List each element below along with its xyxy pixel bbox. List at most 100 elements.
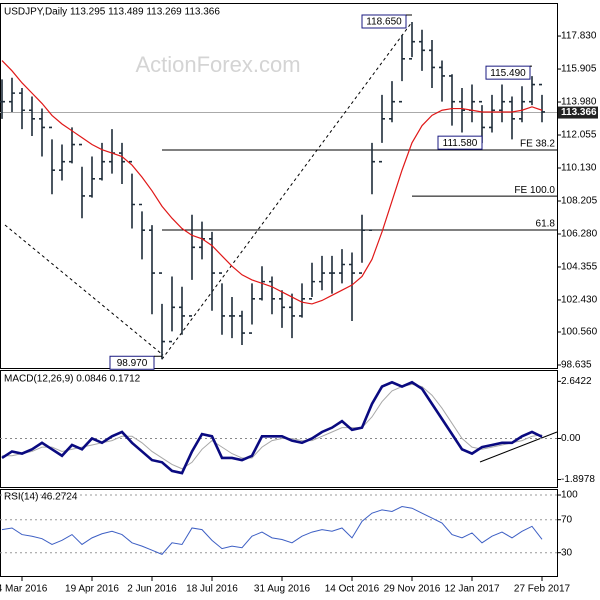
ohlc-bar (0, 79, 5, 119)
ohlc-bar (29, 96, 35, 136)
annotation-label: 118.650 (366, 17, 402, 28)
y-tick-label: 0.00 (561, 433, 581, 444)
ohlc-bar (139, 203, 145, 260)
price-panel (0, 3, 558, 369)
ohlc-bar (189, 214, 195, 317)
ohlc-bar (539, 83, 545, 123)
annotation-label: 115.490 (490, 68, 526, 79)
ohlc-bar (309, 262, 315, 300)
trend-line (4, 224, 164, 356)
level-label: FE 100.0 (514, 185, 555, 196)
y-tick-label: 112.055 (561, 130, 597, 141)
ohlc-bar (239, 310, 245, 346)
x-tick-label: 19 Apr 2016 (65, 584, 119, 595)
ohlc-bar (399, 34, 405, 103)
y-tick-label: 30 (561, 547, 573, 558)
y-tick-label: -1.8978 (561, 474, 595, 485)
ohlc-bar (419, 29, 425, 71)
x-tick-label: 2 Jun 2016 (127, 584, 177, 595)
y-tick-label: 108.205 (561, 196, 598, 207)
ohlc-bar (379, 94, 385, 163)
x-tick-label: 18 Jul 2016 (186, 584, 238, 595)
rsi-title: RSI(14) 46.2724 (4, 492, 78, 503)
last-price-tag (558, 106, 598, 119)
ohlc-bar (119, 142, 125, 184)
ohlc-bar (19, 87, 25, 130)
ohlc-bar (249, 283, 255, 334)
ohlc-bar (499, 84, 505, 123)
macd-line (1, 380, 543, 475)
annotation-box (109, 355, 155, 370)
annotation-label: 111.580 (443, 138, 478, 149)
y-tick-label: 117.830 (561, 31, 597, 42)
x-tick-label: 12 Jan 2017 (444, 584, 499, 595)
ohlc-bar (69, 127, 75, 164)
ohlc-bar (299, 283, 305, 318)
ohlc-bar (459, 87, 465, 133)
signal-line (2, 383, 543, 470)
y-tick-label: 106.280 (561, 229, 598, 240)
ohlc-bar (519, 86, 525, 123)
ohlc-bar (129, 160, 135, 229)
y-tick-label: 70 (561, 514, 573, 525)
ohlc-bar (49, 126, 55, 195)
chart-title: USDJPY,Daily 113.295 113.489 113.269 113… (4, 7, 220, 18)
ohlc-bar (509, 96, 515, 140)
x-tick-label: 31 Aug 2016 (254, 584, 311, 595)
ohlc-bar (9, 77, 15, 112)
ohlc-bar (219, 272, 225, 335)
macd-panel (0, 370, 558, 488)
swing-line (161, 21, 413, 360)
annotation-box (361, 14, 407, 29)
ohlc-bar (179, 286, 185, 335)
ohlc-bar (369, 142, 375, 232)
ohlc-bar (39, 108, 45, 157)
ohlc-bar (289, 293, 295, 339)
x-tick-label: 14 Oct 2016 (325, 584, 380, 595)
ohlc-bar (429, 39, 435, 88)
ohlc-bar (409, 21, 415, 60)
ohlc-bar (439, 60, 445, 102)
ohlc-bar (349, 252, 355, 322)
ohlc-bar (389, 81, 395, 123)
moving-average (1, 60, 543, 305)
ohlc-bar (229, 297, 235, 339)
y-tick-label: 102.430 (561, 295, 598, 306)
ohlc-bar (489, 94, 495, 133)
ohlc-bar (159, 272, 165, 360)
ohlc-bar (359, 214, 365, 274)
ohlc-bar (319, 255, 325, 291)
y-tick-label: 113.980 (561, 97, 597, 108)
x-tick-label: 29 Nov 2016 (384, 584, 441, 595)
y-tick-label: 2.6422 (561, 376, 592, 387)
annotation-label: 98.970 (117, 358, 148, 369)
ohlc-bar (79, 143, 85, 219)
macd-title: MACD(12,26,9) 0.0846 0.1712 (4, 374, 141, 385)
ohlc-bar (279, 290, 285, 328)
ohlc-bar (329, 255, 335, 294)
annotation-box (485, 65, 531, 80)
x-tick-label: 4 Mar 2016 (0, 584, 48, 595)
x-tick-label: 27 Feb 2017 (514, 584, 571, 595)
y-tick-label: 100 (561, 490, 578, 501)
ohlc-bar (269, 276, 275, 315)
ohlc-bar (339, 249, 345, 284)
y-tick-label: 110.130 (561, 163, 597, 174)
last-price-label: 113.366 (561, 107, 597, 118)
level-label: FE 38.2 (520, 139, 555, 150)
ohlc-bar (89, 156, 95, 198)
y-tick-label: 115.905 (561, 64, 597, 75)
level-label: 61.8 (536, 219, 556, 230)
rsi-panel (0, 489, 558, 577)
annotation-box (437, 135, 483, 150)
y-tick-label: 98.635 (561, 360, 592, 371)
ohlc-bar (449, 74, 455, 126)
y-tick-label: 104.355 (561, 262, 598, 273)
ohlc-bar (169, 276, 175, 343)
rsi-line (1, 506, 543, 555)
y-tick-label: 100.560 (561, 327, 598, 338)
ohlc-bar (149, 225, 155, 315)
watermark: ActionForex.com (135, 52, 300, 77)
